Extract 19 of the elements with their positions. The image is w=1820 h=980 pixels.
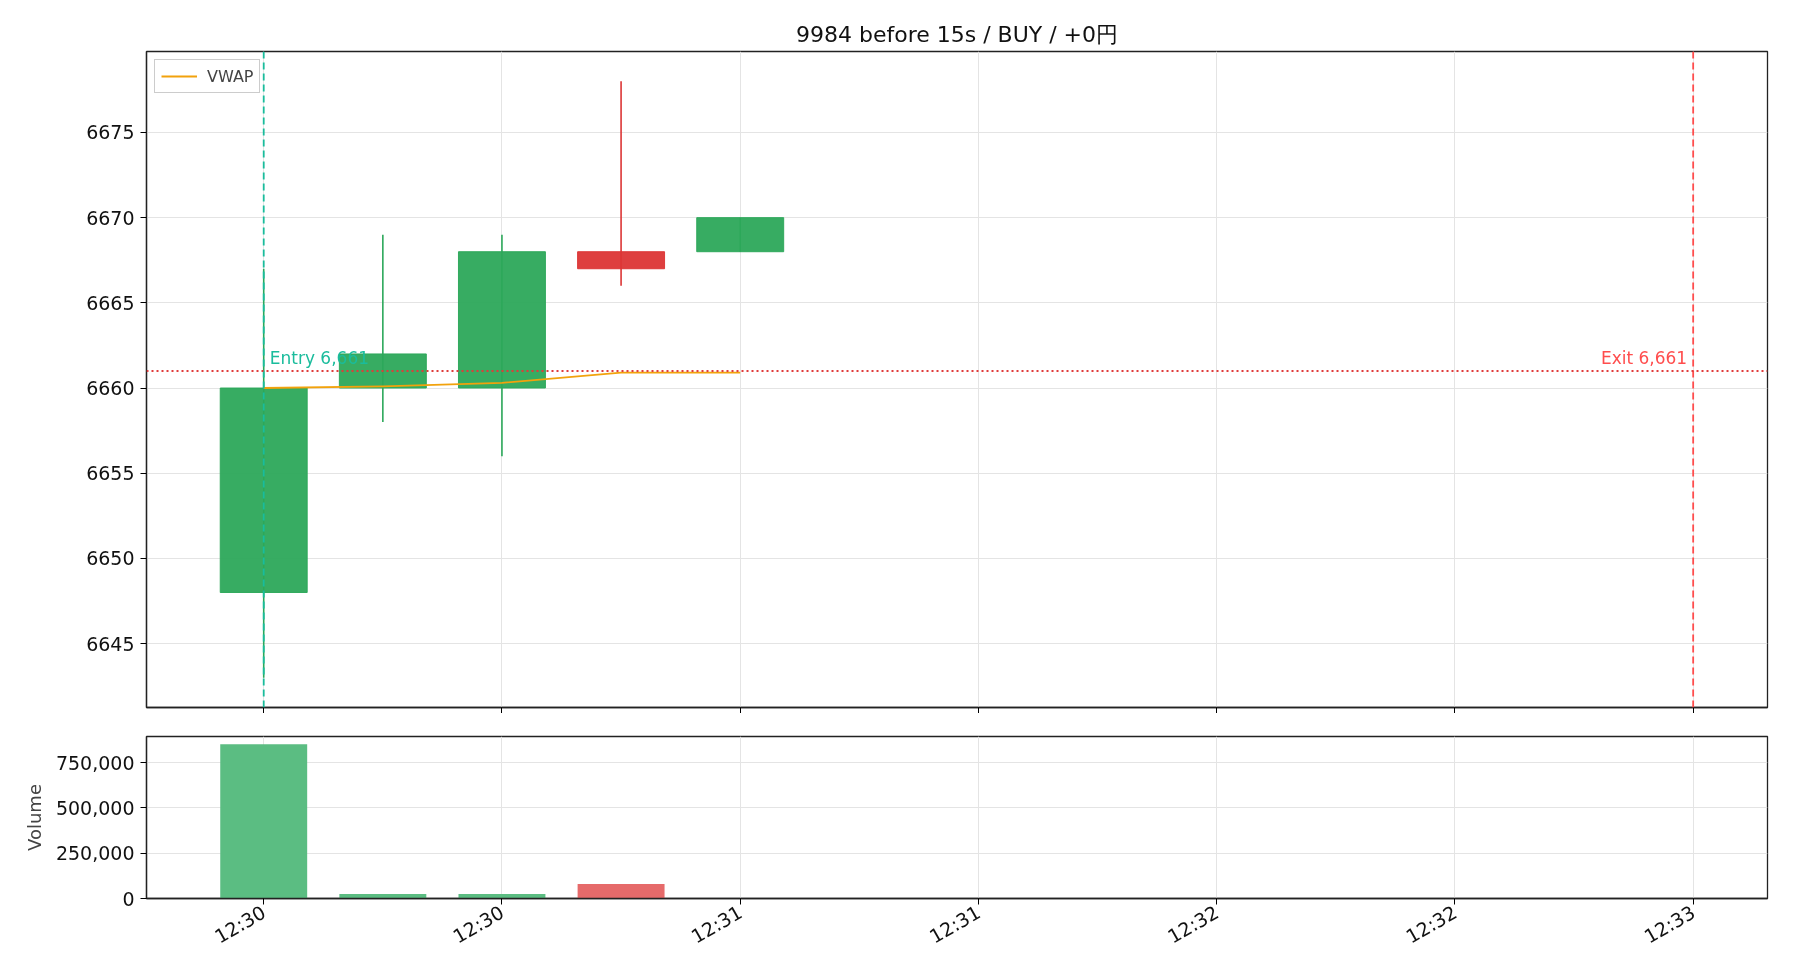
y-tick-label: 0 xyxy=(122,887,135,910)
line-series xyxy=(262,371,742,389)
y-tick-label: 6655 xyxy=(86,462,135,485)
y-tick-label: 6675 xyxy=(86,121,135,144)
annotation: Exit 6,661 xyxy=(1600,347,1688,368)
y-tick-label: 6665 xyxy=(86,291,135,314)
chart-title: 9984 before 15s / BUY / +0円 xyxy=(795,21,1119,47)
y-tick-label: 500,000 xyxy=(55,797,135,819)
legend-label: VWAP xyxy=(207,66,254,86)
bar xyxy=(577,884,665,899)
y-tick-label: 6645 xyxy=(86,632,135,655)
y-tick-label: 250,000 xyxy=(55,842,135,865)
y-tick-label: 750,000 xyxy=(55,751,135,774)
y-axis-title: Volume xyxy=(23,784,45,851)
y-tick-label: 6660 xyxy=(86,377,135,400)
bar xyxy=(220,744,308,899)
y-tick-label: 6650 xyxy=(86,547,135,570)
y-tick-label: 6670 xyxy=(86,206,135,229)
candlestick xyxy=(577,80,666,287)
